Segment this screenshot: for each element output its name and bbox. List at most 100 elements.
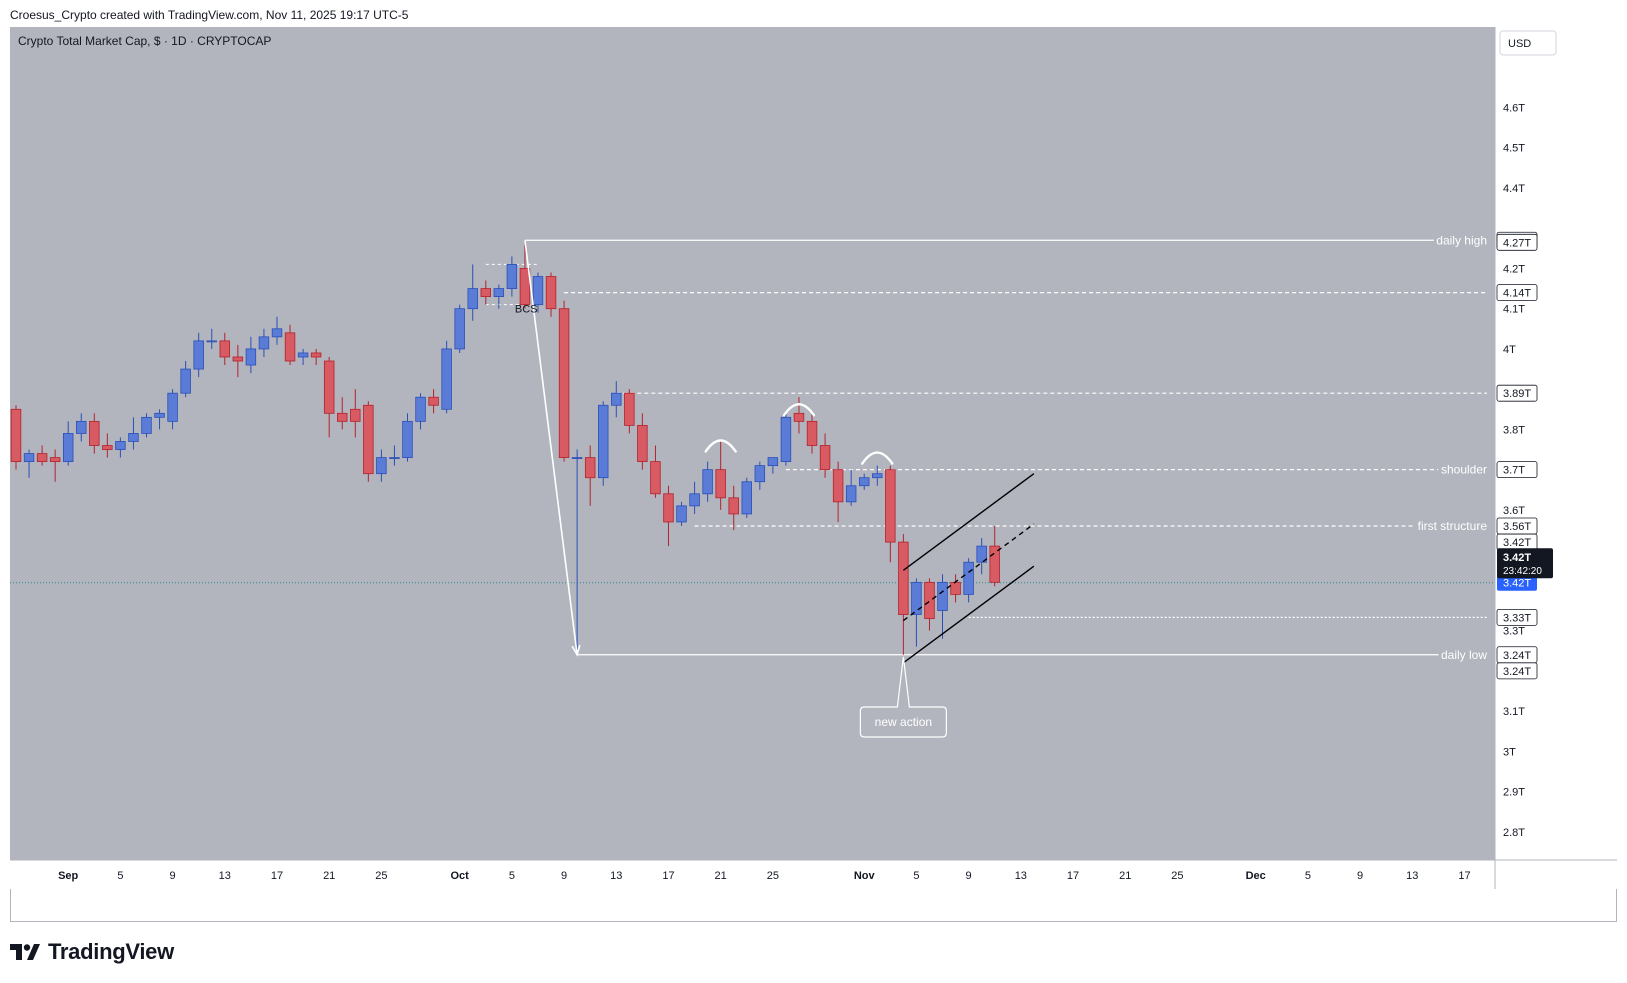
candle-body	[89, 420, 100, 446]
candle	[989, 525, 1000, 587]
candle-body	[598, 404, 609, 479]
price-badge-label: 3.89T	[1503, 388, 1531, 400]
price-badge: 3.24T	[1496, 662, 1538, 680]
candle-body	[676, 505, 687, 523]
candle	[245, 336, 257, 374]
time-tick-label: 13	[610, 870, 622, 882]
price-axis[interactable]	[1495, 27, 1617, 860]
candle	[415, 393, 426, 430]
candle	[219, 332, 231, 366]
candle	[584, 445, 596, 506]
candle-body	[571, 457, 583, 459]
pattern-arc	[704, 439, 737, 453]
tradingview-logo-icon	[10, 944, 40, 960]
price-badge-box	[1496, 384, 1538, 402]
candle-body	[885, 469, 896, 543]
price-badge: 3.33T	[1496, 608, 1538, 626]
candle	[23, 449, 35, 478]
candle	[402, 413, 413, 462]
candle	[728, 485, 739, 531]
chart-caption: Croesus_Crypto created with TradingView.…	[10, 8, 409, 22]
candle	[532, 272, 544, 313]
candle-body	[663, 493, 674, 523]
candle-body	[637, 424, 648, 463]
candle	[898, 534, 909, 655]
candle	[62, 421, 74, 466]
candle	[10, 405, 22, 470]
candle	[102, 433, 113, 458]
candle-body	[232, 356, 244, 362]
time-tick-label: 17	[1067, 870, 1079, 882]
time-tick-label: 17	[271, 870, 283, 882]
price-tick-label: 3.1T	[1503, 706, 1525, 718]
candle-body	[402, 420, 413, 458]
candle-body	[323, 360, 335, 414]
candle-body	[389, 457, 400, 459]
candle-body	[76, 420, 87, 434]
candle-body	[310, 352, 322, 358]
currency-button-label: USD	[1508, 38, 1531, 50]
candle	[702, 461, 713, 502]
candle	[389, 445, 400, 466]
candle	[872, 465, 883, 486]
tradingview-logo[interactable]: TradingView	[10, 937, 174, 967]
time-tick-label: 9	[170, 870, 176, 882]
candle-body	[350, 408, 361, 422]
time-tick-label: 21	[1119, 870, 1131, 882]
candle	[963, 558, 974, 603]
time-tick-label: 21	[715, 870, 727, 882]
candle	[780, 413, 792, 466]
price-badge-box	[1497, 574, 1537, 591]
pattern-arc	[782, 403, 816, 417]
price-badge-label: 3.24T	[1503, 650, 1531, 662]
candle-body	[780, 416, 792, 463]
price-badge: 3.7T	[1496, 461, 1538, 479]
candle-body	[62, 433, 74, 463]
time-tick-label: 13	[1015, 870, 1027, 882]
price-badge-label: 3.24T	[1503, 666, 1531, 678]
candle	[193, 332, 204, 378]
candle-body	[167, 392, 178, 422]
candle	[89, 413, 100, 454]
candle-body	[767, 457, 779, 467]
candle-body	[284, 332, 296, 362]
candle-body	[258, 336, 270, 350]
candle-body	[49, 457, 61, 463]
chart-title: Crypto Total Market Cap, $ · 1D · CRYPTO…	[18, 34, 271, 48]
channel-upper-line	[902, 473, 1035, 571]
candle	[376, 449, 387, 482]
level-label: daily low	[1441, 648, 1487, 662]
price-tick-label: 4.5T	[1503, 143, 1525, 155]
price-badge-label: 4.14T	[1503, 288, 1531, 300]
level-label: shoulder	[1441, 463, 1487, 477]
price-badge-box	[1496, 233, 1538, 251]
price-tick-label: 3.3T	[1503, 626, 1525, 638]
channel-mid-line	[902, 523, 1035, 622]
candle-body	[206, 340, 217, 343]
drop-arrow-head	[571, 644, 581, 657]
price-tick-label: 4.1T	[1503, 304, 1525, 316]
candle	[545, 272, 557, 317]
candle	[663, 485, 674, 547]
candle-body	[454, 308, 465, 350]
candle	[297, 348, 309, 366]
candle-body	[506, 264, 518, 289]
time-axis[interactable]	[10, 860, 1495, 889]
price-tick-label: 3.6T	[1503, 505, 1525, 517]
price-badge-box	[1496, 608, 1538, 626]
plot-area[interactable]	[10, 27, 1495, 860]
price-badge-label: 3.42T	[1503, 537, 1531, 549]
price-badge-box	[1496, 662, 1538, 680]
currency-button[interactable]: USD	[1499, 30, 1557, 56]
candle	[858, 473, 870, 490]
candle-series	[10, 240, 1000, 655]
candle-body	[467, 288, 478, 310]
candle	[937, 574, 948, 639]
price-badge-box	[1496, 284, 1538, 301]
price-badge: 4.14T	[1496, 284, 1538, 301]
candle-body	[872, 473, 883, 479]
axis-corner	[1495, 860, 1617, 889]
candle-body	[702, 469, 713, 495]
candle	[128, 417, 139, 450]
